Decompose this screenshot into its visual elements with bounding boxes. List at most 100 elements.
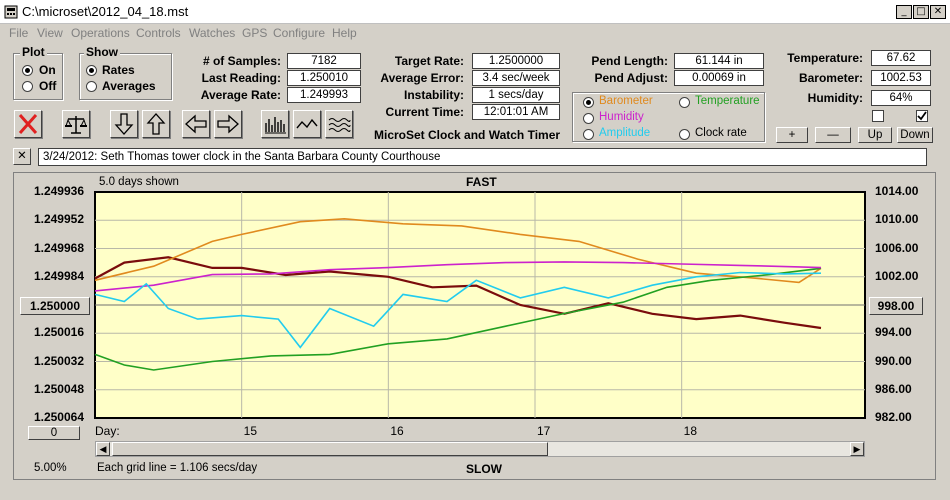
app-name-label: MicroSet Clock and Watch Timer [374,128,561,142]
arrow-down-icon [114,113,134,135]
sensor-barometer-radio[interactable] [583,97,594,108]
up-button[interactable]: Up [858,127,892,143]
series-amplitude [94,271,822,349]
sensor-group [572,92,765,142]
plus-button[interactable]: + [776,127,808,143]
show-group-title: Show [84,45,120,59]
series-rate [94,256,822,330]
days-shown-label: 5.0 days shown [99,176,179,188]
sensor-barometer-label: Barometer [599,95,653,107]
current-time-label: Current Time: [385,105,464,119]
left-tick-label: 1.250048 [33,381,84,396]
plot-off-radio[interactable] [22,81,33,92]
clear-description-button[interactable]: ✕ [13,148,31,165]
menu-operations[interactable]: Operations [71,26,130,40]
move-up-button[interactable] [142,110,170,138]
move-right-button[interactable] [214,110,242,138]
sensor-humidity-radio[interactable] [583,113,594,124]
sensor-amplitude-label: Amplitude [599,127,651,139]
scroll-thumb[interactable] [112,442,548,456]
menu-controls[interactable]: Controls [136,26,181,40]
scroll-offset-button[interactable]: 0 [28,426,80,440]
plot-off-label: Off [39,79,57,93]
maximize-button[interactable]: □ [913,5,929,19]
balance-scale-icon [65,116,87,134]
barometer-label: Barometer: [798,71,863,85]
window-title: C:\microset\2012_04_18.mst [22,4,189,19]
last-reading-field: 1.250010 [287,70,361,86]
left-tick-label: 1.250016 [33,325,84,340]
barometer-field: 1002.53 [871,70,931,86]
description-field[interactable]: 3/24/2012: Seth Thomas tower clock in th… [38,148,927,166]
histogram-button[interactable] [261,110,289,138]
show-rates-label: Rates [102,63,135,77]
close-window-button[interactable]: ✕ [930,5,946,19]
show-averages-label: Averages [102,79,156,93]
menu-bar: File View Operations Controls Watches GP… [0,24,950,42]
center-rate-button[interactable]: 1.250000 [20,297,90,315]
down-button[interactable]: Down [897,127,933,143]
noise-plot-button[interactable] [325,110,353,138]
menu-gps[interactable]: GPS [242,26,268,40]
fast-label: FAST [466,175,497,189]
line-plot-button[interactable] [293,110,321,138]
grid-note-label: Each grid line = 1.106 secs/day [97,462,258,474]
noise-wave-icon [328,118,351,132]
show-averages-radio[interactable] [86,81,97,92]
triangle-left-icon: ◀ [99,444,107,454]
triangle-right-icon: ▶ [853,444,861,454]
scroll-left-button[interactable]: ◀ [96,442,110,456]
option-checkbox-1[interactable] [872,110,884,122]
menu-configure[interactable]: Configure [273,26,326,40]
left-tick-label: 1.250064 [33,410,84,424]
histogram-icon [265,117,286,134]
show-rates-radio[interactable] [86,65,97,76]
day-tick-label: 18 [683,424,698,438]
clear-button[interactable] [14,110,42,138]
series-temperature [94,267,822,371]
pend-adjust-field: 0.00069 in [674,70,764,86]
left-tick-label: 1.249968 [33,240,84,255]
samples-label: # of Samples: [202,54,281,68]
center-barometer-button[interactable]: 998.00 [869,297,923,315]
left-tick-label: 1.249984 [33,268,84,283]
menu-watches[interactable]: Watches [189,26,236,40]
sensor-clockrate-radio[interactable] [679,129,690,140]
sensor-humidity-label: Humidity [599,111,644,123]
average-rate-label: Average Rate: [200,88,281,102]
left-tick-label: 1.250032 [33,353,84,368]
move-left-button[interactable] [182,110,210,138]
slow-label: SLOW [466,462,502,476]
arrow-left-icon [185,114,207,134]
scale-percent-label: 5.00% [34,462,67,474]
balance-button[interactable] [62,110,90,138]
sensor-temperature-radio[interactable] [679,97,690,108]
left-tick-label: 1.249936 [33,184,84,198]
pend-length-field: 61.144 in [674,53,764,69]
series-humidity [94,261,822,292]
menu-file[interactable]: File [9,26,29,40]
plot-on-radio[interactable] [22,65,33,76]
menu-help[interactable]: Help [332,26,357,40]
last-reading-label: Last Reading: [201,71,281,85]
move-down-button[interactable] [110,110,138,138]
arrow-right-icon [217,114,239,134]
minus-button[interactable]: — [815,127,851,143]
right-tick-label: 1002.00 [875,268,919,283]
samples-field: 7182 [287,53,361,69]
humidity-label: Humidity: [807,91,863,105]
instability-label: Instability: [403,88,464,102]
checkmark-icon [917,111,927,121]
right-tick-label: 1006.00 [875,240,919,255]
minimize-button[interactable]: _ [896,5,912,19]
average-error-field: 3.4 sec/week [472,70,560,86]
temperature-label: Temperature: [787,51,863,65]
day-axis-label: Day: [95,424,120,438]
left-tick-label: 1.249952 [33,212,84,227]
scroll-right-button[interactable]: ▶ [850,442,864,456]
sensor-amplitude-radio[interactable] [583,129,594,140]
time-scrollbar[interactable]: ◀ ▶ [95,441,865,457]
menu-view[interactable]: View [37,26,63,40]
option-checkbox-2[interactable] [916,110,928,122]
